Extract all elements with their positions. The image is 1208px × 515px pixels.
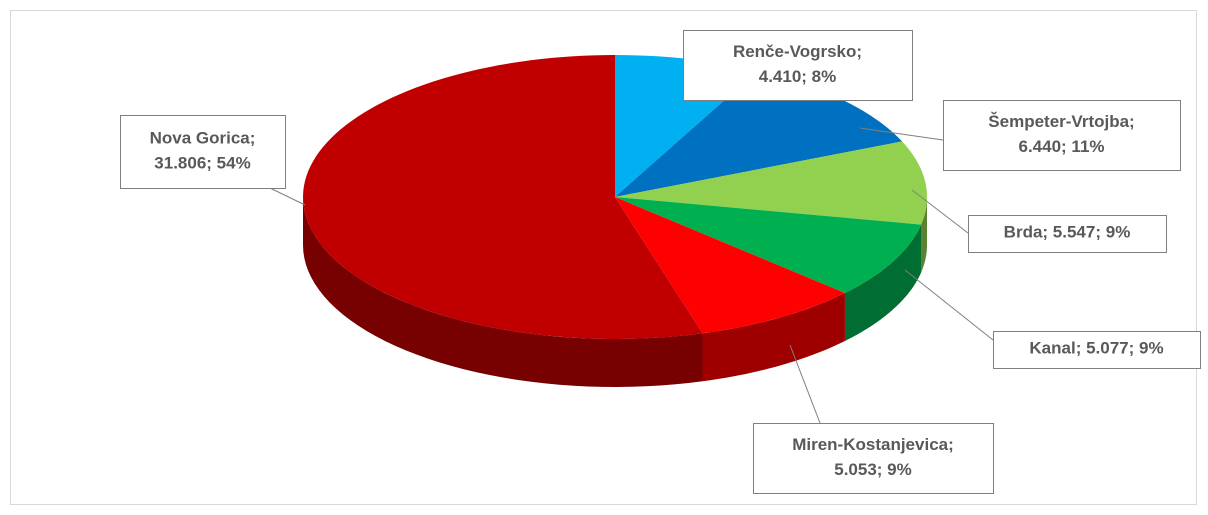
data-label: Nova Gorica;	[150, 129, 256, 148]
leader-line	[789, 344, 821, 424]
label-box	[753, 423, 994, 494]
label-part: ;	[877, 460, 887, 479]
slice-side	[844, 224, 922, 341]
label-part: 5.077	[1086, 339, 1129, 358]
label-part: 9%	[887, 460, 912, 479]
slice-side	[303, 197, 703, 387]
label-part: Brda	[1004, 223, 1043, 242]
label-part: 9%	[1139, 339, 1164, 358]
data-label: 5.053; 9%	[834, 460, 912, 479]
label-part: ;	[1129, 339, 1139, 358]
data-label: Šempeter-Vrtojba;	[988, 112, 1134, 131]
data-label: Brda; 5.547; 9%	[1004, 223, 1131, 242]
label-part: ;	[1061, 137, 1071, 156]
label-part: ;	[206, 154, 216, 173]
pie-slice	[615, 197, 845, 334]
label-part: ;	[250, 129, 256, 148]
data-label: Renče-Vogrsko;	[733, 42, 862, 61]
pie-slice	[615, 197, 922, 293]
label-box	[968, 215, 1167, 253]
label-part: Kanal	[1029, 339, 1075, 358]
leader-line	[904, 269, 994, 341]
label-part: 5.053	[834, 460, 877, 479]
label-box	[993, 331, 1201, 369]
leader-line	[269, 187, 306, 206]
label-part: Nova Gorica	[150, 129, 251, 148]
label-box	[943, 100, 1181, 171]
data-label: Miren-Kostanjevica;	[792, 435, 954, 454]
label-part: ;	[1076, 339, 1086, 358]
label-box	[120, 115, 286, 189]
label-part: ;	[1095, 223, 1105, 242]
label-part: ;	[856, 42, 862, 61]
label-part: ;	[801, 67, 811, 86]
data-label: 31.806; 54%	[154, 154, 250, 173]
label-part: 5.547	[1053, 223, 1096, 242]
label-part: 31.806	[154, 154, 206, 173]
pie-slice	[615, 141, 927, 225]
slice-side	[921, 197, 927, 273]
label-part: Renče-Vogrsko	[733, 42, 856, 61]
data-label: 6.440; 11%	[1018, 137, 1104, 156]
data-label: Kanal; 5.077; 9%	[1029, 339, 1163, 358]
label-part: 6.440	[1018, 137, 1061, 156]
label-part: 11%	[1071, 137, 1104, 156]
label-box	[683, 30, 913, 101]
data-label: 4.410; 8%	[759, 67, 837, 86]
label-part: 54%	[217, 154, 251, 173]
label-part: ;	[1042, 223, 1052, 242]
label-part: Miren-Kostanjevica	[792, 435, 948, 454]
label-part: ;	[1129, 112, 1135, 131]
label-part: ;	[948, 435, 954, 454]
pie-slice	[303, 55, 703, 339]
label-part: 8%	[812, 67, 837, 86]
pie-slice	[615, 70, 903, 197]
label-part: Šempeter-Vrtojba	[988, 112, 1129, 131]
label-part: 9%	[1106, 223, 1131, 242]
slice-side	[702, 292, 845, 382]
leader-line	[859, 127, 944, 141]
leader-line	[911, 189, 969, 234]
label-part: 4.410	[759, 67, 802, 86]
